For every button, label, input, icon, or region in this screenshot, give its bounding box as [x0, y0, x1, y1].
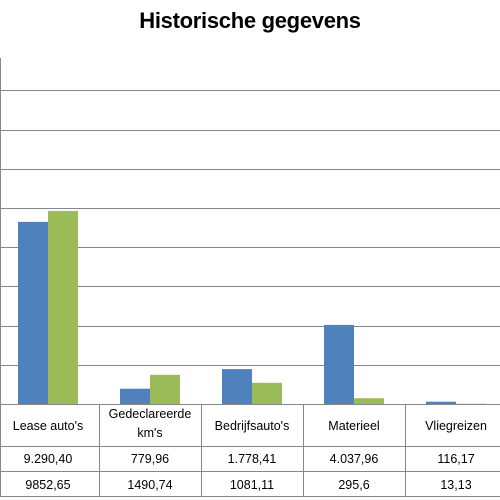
table-cell: 4.037,96 [330, 452, 379, 466]
x-tick-label: Vliegreizen [425, 419, 487, 433]
table-cell: 779,96 [131, 452, 169, 466]
bar-1-0 [18, 221, 48, 404]
bar-1-1 [120, 388, 150, 404]
bar-1-3 [324, 324, 354, 404]
x-tick-label: Gedeclareerde [109, 407, 192, 421]
bars [18, 210, 486, 404]
table-cell: 9.290,40 [24, 452, 73, 466]
table-cell: 116,17 [437, 452, 474, 466]
table-cell: 1.778,41 [228, 452, 277, 466]
bar-1-4 [426, 401, 456, 404]
x-tick-label: Materieel [328, 419, 379, 433]
table-cell: 9852,65 [25, 478, 70, 492]
bar-2-2 [252, 382, 282, 404]
bar-1-2 [222, 369, 252, 404]
gridlines [0, 58, 500, 404]
bar-2-0 [48, 210, 78, 404]
x-tick-label: Bedrijfsauto's [215, 419, 290, 433]
x-tick-label: km's [137, 426, 162, 440]
bar-2-1 [150, 374, 180, 404]
x-tick-label: Lease auto's [13, 419, 84, 433]
table-cell: 1490,74 [127, 478, 172, 492]
table-cell: 295,6 [338, 478, 369, 492]
table-cell: 1081,11 [230, 478, 274, 492]
data-table: Lease auto's Gedeclareerde km's Bedrijfsaut… [0, 404, 500, 497]
bar-2-3 [354, 398, 384, 404]
table-cell: 13,13 [440, 478, 471, 492]
chart-title: Historische gegevens [139, 8, 361, 33]
